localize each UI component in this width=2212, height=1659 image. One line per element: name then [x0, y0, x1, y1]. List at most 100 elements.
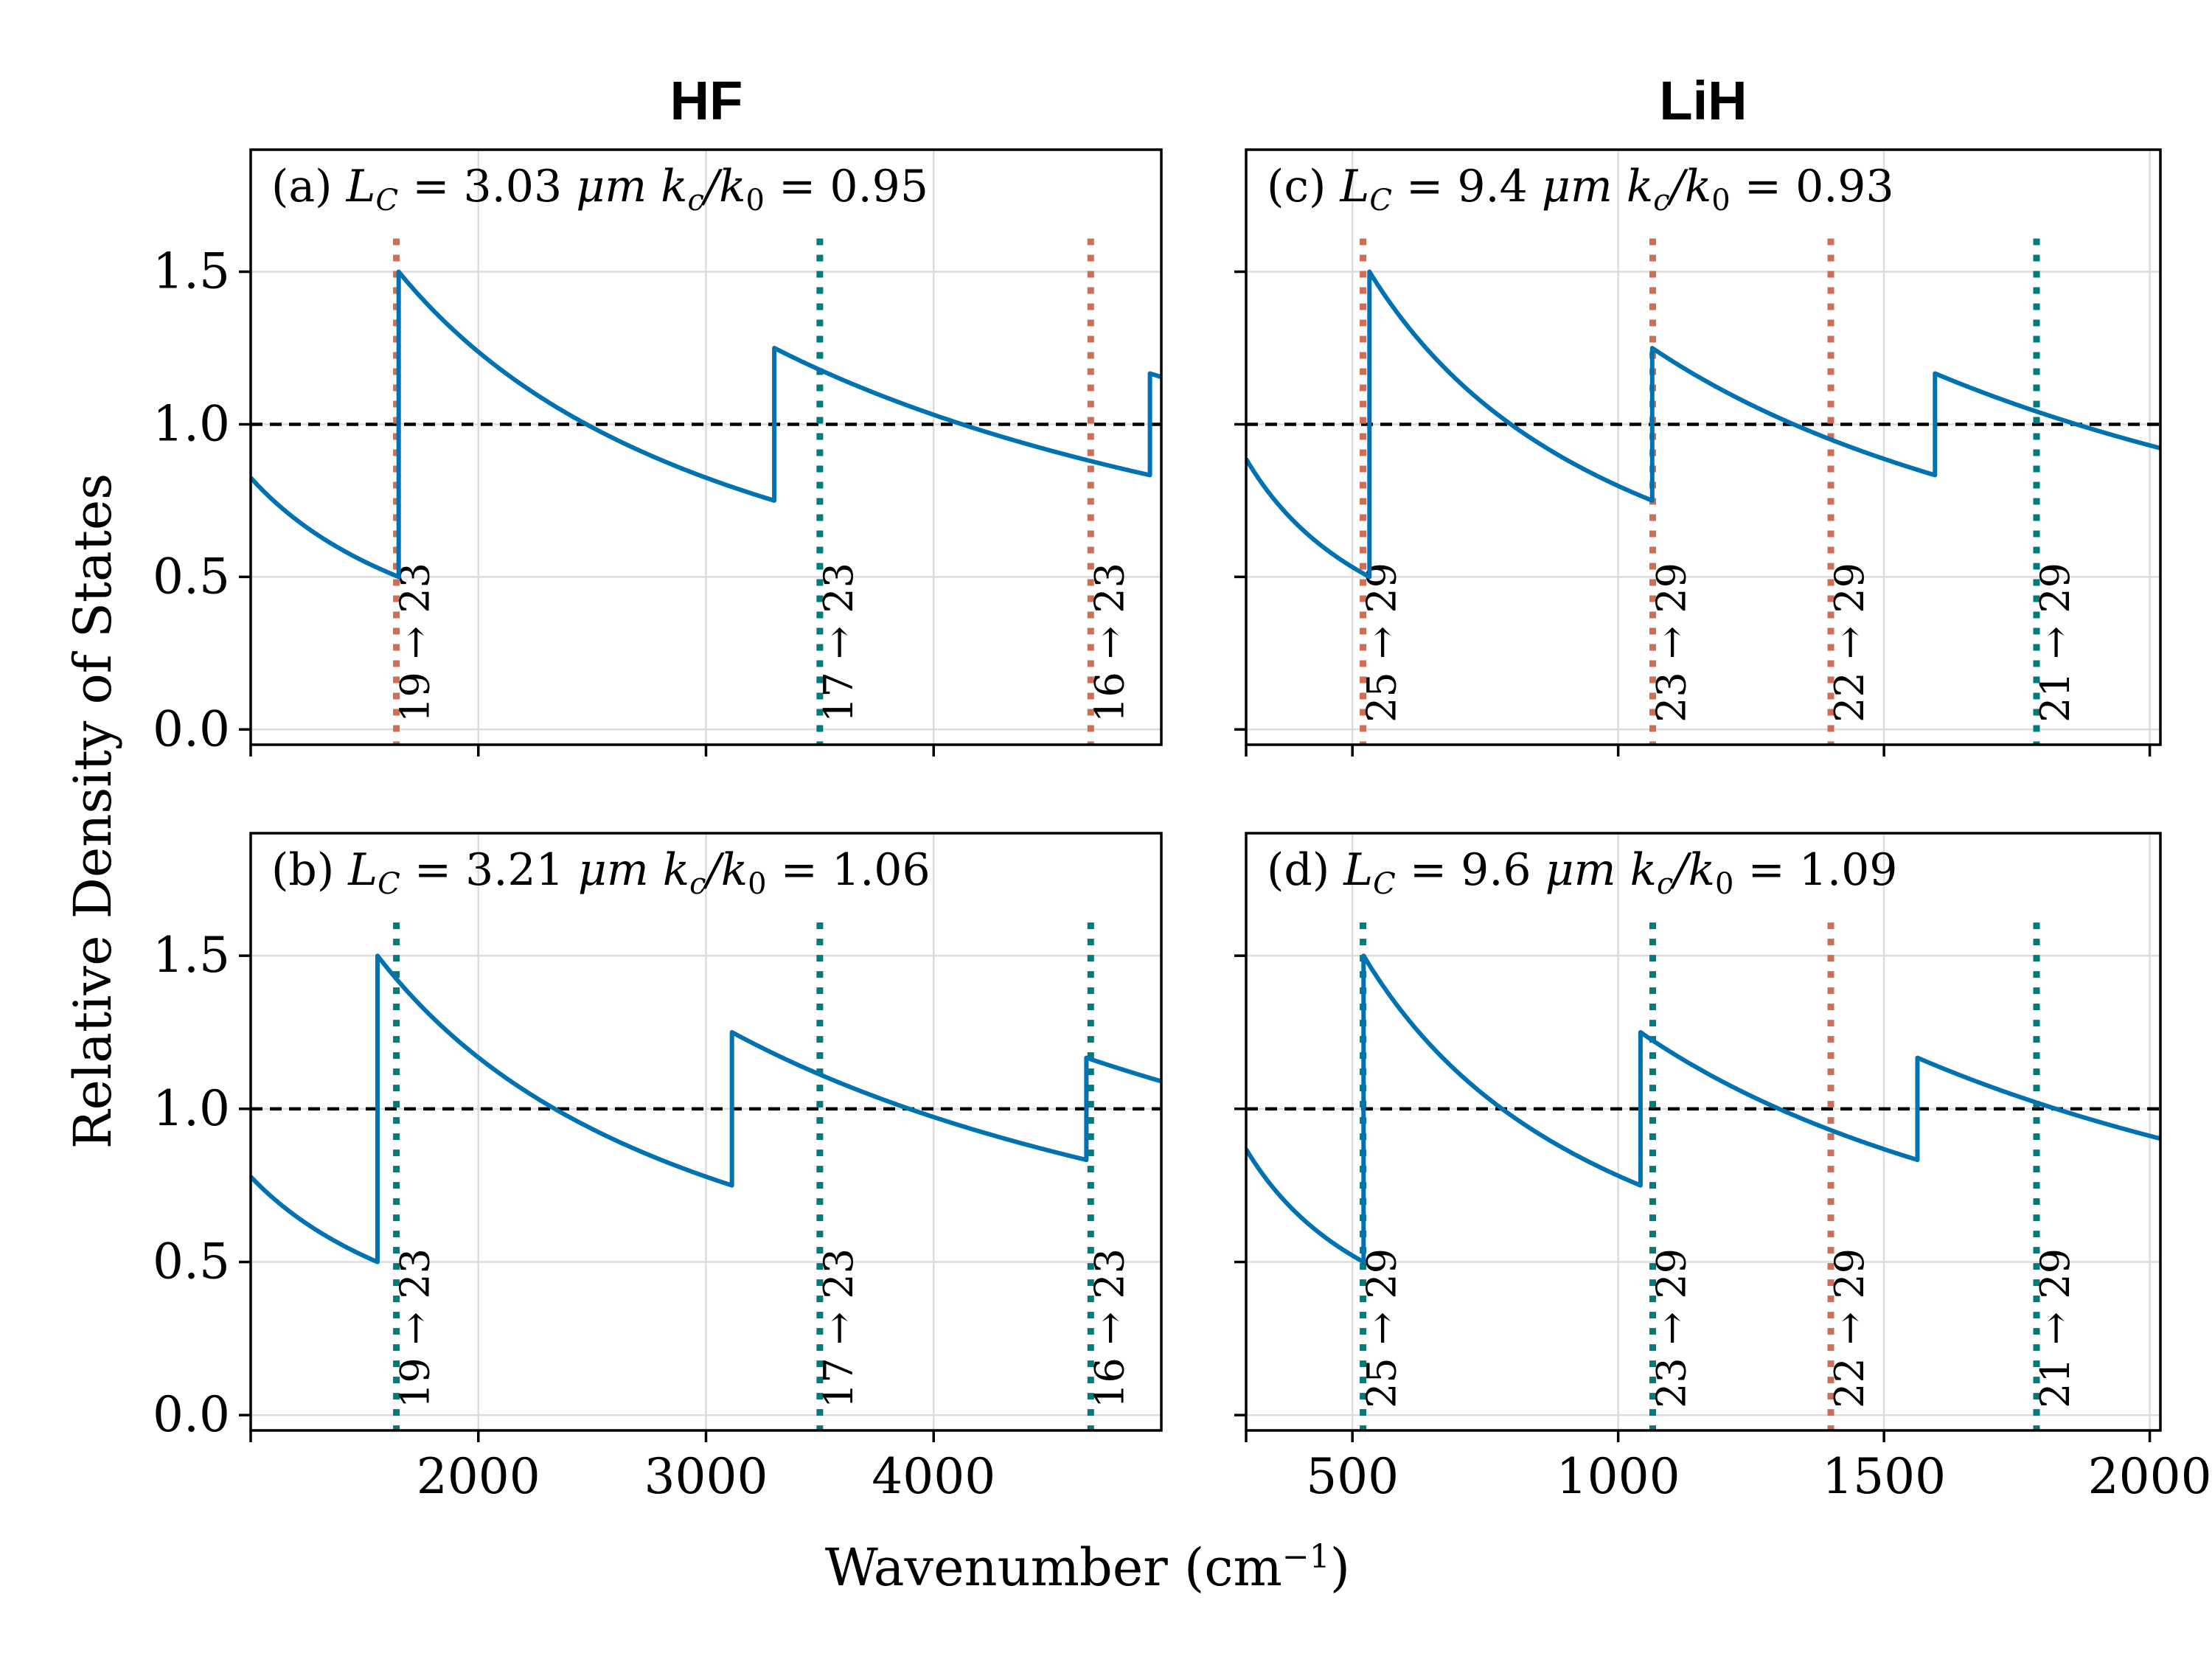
dos-curve: [251, 953, 1161, 1265]
annotation-part: c: [1657, 867, 1673, 901]
x-axis-label: Wavenumber (cm−1): [825, 1537, 1350, 1598]
dos-curve: [251, 269, 1161, 580]
column-title-lih: LiH: [1659, 70, 1747, 131]
y-axis-label: Relative Density of States: [63, 473, 123, 1149]
y-tick-label: 1.0: [153, 395, 230, 452]
annotation-part: 9.4: [1457, 161, 1527, 212]
panel-b: 19 → 23 17 → 23 16 → 23 2000 3000 4000 0.0 0.5 1…: [153, 832, 1163, 1505]
panel-frame: [1245, 148, 2162, 746]
annotation-part: 0: [1711, 184, 1730, 218]
panels: 19 → 23 17 → 23 16 → 23 0.0 0.5 1.0 1.5 (a) LC …: [153, 148, 2212, 1505]
transition-label: 19 → 23: [392, 563, 439, 723]
annotation-part: 0: [746, 184, 765, 218]
annotation-part: /k: [1666, 161, 1712, 212]
annotation-part: =: [1396, 844, 1461, 896]
x-tick-label: 1000: [1557, 1448, 1680, 1505]
annotation-part: (c): [1267, 161, 1340, 212]
annotation-part: μm: [1542, 161, 1613, 212]
transition-label: 23 → 29: [1649, 1248, 1695, 1408]
transition-label: 19 → 23: [392, 1248, 439, 1408]
annotation-part: (b): [271, 844, 348, 896]
annotation-part: L: [347, 844, 378, 896]
annotation-part: 9.6: [1461, 844, 1531, 896]
x-tick-label: 4000: [872, 1448, 995, 1505]
x-tick-label: 500: [1306, 1448, 1399, 1505]
annotation-part: μm: [578, 844, 649, 896]
transition-label: 17 → 23: [815, 1248, 862, 1408]
panel-annotation: (c) LC = 9.4 μm kc/k0 = 0.93: [1267, 161, 1894, 218]
annotation-part: c: [688, 184, 704, 218]
annotation-part: =: [1392, 161, 1457, 212]
panel-a: 19 → 23 17 → 23 16 → 23 0.0 0.5 1.0 1.5 (a) LC …: [153, 148, 1163, 757]
y-tick-label: 1.5: [153, 243, 230, 300]
transition-label: 25 → 29: [1359, 563, 1405, 723]
column-title-hf: HF: [670, 70, 743, 131]
annotation-part: [1528, 161, 1542, 212]
panel-frame: [1245, 832, 2162, 1432]
transition-label: 16 → 23: [1086, 1248, 1133, 1408]
annotation-part: [564, 844, 578, 896]
annotation-part: c: [1653, 184, 1669, 218]
annotation-part: C: [376, 184, 399, 218]
x-tick-label: 1500: [1822, 1448, 1946, 1505]
annotation-part: k: [1616, 844, 1657, 896]
transition-label: 17 → 23: [815, 563, 862, 723]
annotation-part: (a): [271, 161, 347, 212]
transition-label: 21 → 29: [2032, 563, 2079, 723]
annotation-part: /k: [703, 844, 748, 896]
panel-annotation: (b) LC = 3.21 μm kc/k0 = 1.06: [271, 844, 931, 901]
annotation-part: L: [1340, 161, 1370, 212]
annotation-part: k: [647, 161, 687, 212]
annotation-part: 1.06: [832, 844, 931, 896]
annotation-part: 1.09: [1799, 844, 1898, 896]
annotation-part: 3.03: [464, 161, 563, 212]
annotation-part: L: [346, 161, 376, 212]
annotation-part: =: [765, 161, 830, 212]
panel-annotation: (d) LC = 9.6 μm kc/k0 = 1.09: [1267, 844, 1897, 901]
x-tick-label: 2000: [417, 1448, 540, 1505]
panel-annotation: (a) LC = 3.03 μm kc/k0 = 0.95: [271, 161, 928, 218]
annotation-part: =: [1733, 844, 1798, 896]
transition-label: 21 → 29: [2032, 1248, 2079, 1408]
annotation-part: [1531, 844, 1545, 896]
panel-c: 25 → 29 23 → 29 22 → 29 21 → 29 (c) LC = 9.4…: [1234, 148, 2162, 757]
annotation-part: 0.95: [830, 161, 928, 212]
annotation-part: C: [378, 867, 400, 901]
y-tick-label: 0.5: [153, 548, 230, 605]
annotation-part: k: [649, 844, 689, 896]
transition-label: 22 → 29: [1826, 563, 1873, 723]
y-tick-label: 0.0: [153, 700, 230, 757]
annotation-part: C: [1369, 184, 1392, 218]
annotation-part: L: [1343, 844, 1373, 896]
annotation-part: 0: [748, 867, 766, 901]
annotation-part: /k: [1669, 844, 1715, 896]
dos-curve: [1246, 269, 2160, 580]
annotation-part: [562, 161, 576, 212]
annotation-part: 0: [1715, 867, 1733, 901]
annotation-part: =: [398, 161, 463, 212]
transition-label: 23 → 29: [1649, 563, 1695, 723]
y-tick-label: 0.5: [153, 1234, 230, 1290]
x-tick-label: 2000: [2088, 1448, 2212, 1505]
annotation-part: /k: [700, 161, 746, 212]
transition-label: 25 → 29: [1359, 1248, 1405, 1408]
transition-label: 22 → 29: [1826, 1248, 1873, 1408]
transition-label: 16 → 23: [1086, 563, 1133, 723]
annotation-part: μm: [576, 161, 647, 212]
y-tick-label: 1.5: [153, 927, 230, 984]
annotation-part: c: [689, 867, 706, 901]
x-tick-label: 3000: [644, 1448, 768, 1505]
annotation-part: μm: [1545, 844, 1616, 896]
annotation-part: (d): [1267, 844, 1343, 896]
annotation-part: 3.21: [465, 844, 564, 896]
annotation-part: 0.93: [1795, 161, 1894, 212]
annotation-part: =: [767, 844, 832, 896]
y-tick-label: 1.0: [153, 1080, 230, 1137]
y-tick-label: 0.0: [153, 1386, 230, 1443]
panel-d: 25 → 29 23 → 29 22 → 29 21 → 29 500 1000 1500 2…: [1234, 832, 2212, 1505]
annotation-part: k: [1613, 161, 1653, 212]
annotation-part: C: [1373, 867, 1396, 901]
dos-curve: [1246, 953, 2160, 1265]
